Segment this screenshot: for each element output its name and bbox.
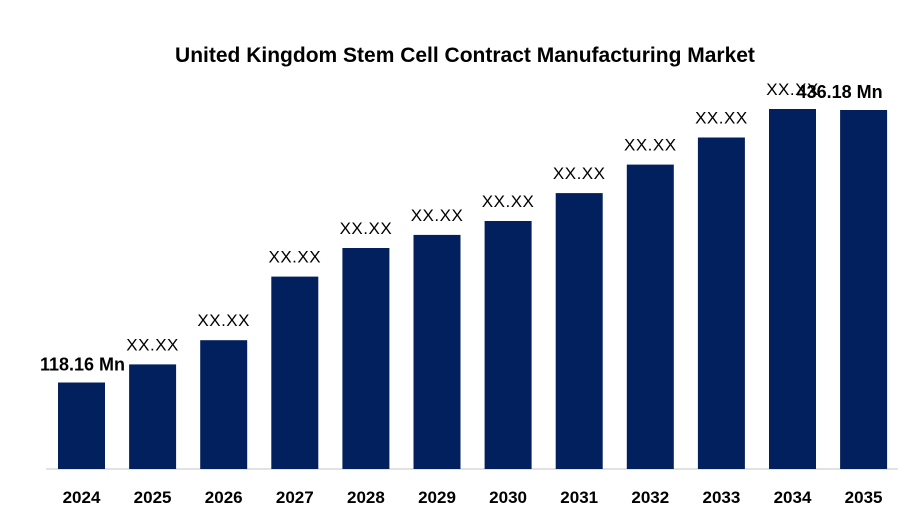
data-label: XX.XX	[126, 335, 179, 354]
bar-2032	[626, 164, 674, 469]
bar-2028	[342, 248, 390, 469]
data-label: XX.XX	[553, 164, 606, 183]
data-label: 118.16 Mn	[40, 355, 125, 375]
bar-2034	[769, 109, 816, 469]
x-tick-label: 2034	[774, 488, 812, 507]
bar-2025	[129, 364, 177, 469]
bar-2030	[484, 221, 532, 469]
bar-2033	[697, 137, 745, 469]
data-label: XX.XX	[411, 206, 464, 225]
data-label: XX.XX	[340, 219, 393, 238]
x-tick-label: 2028	[347, 488, 385, 507]
data-label: XX.XX	[269, 248, 322, 267]
x-tick-label: 2030	[489, 488, 527, 507]
data-label: XX.XX	[695, 109, 748, 128]
bar-2029	[413, 234, 461, 469]
data-label: XX.XX	[197, 311, 250, 330]
x-tick-label: 2031	[560, 488, 598, 507]
bar-2026	[200, 340, 248, 469]
data-label: XX.XX	[766, 80, 819, 99]
bar-2035	[840, 110, 888, 469]
data-label: XX.XX	[624, 136, 677, 155]
bar-2024	[58, 382, 105, 469]
x-tick-label: 2024	[63, 488, 101, 507]
x-tick-label: 2029	[418, 488, 456, 507]
data-label: 436.18 Mn	[797, 82, 883, 102]
bar-2027	[271, 276, 319, 469]
x-tick-label: 2027	[276, 488, 314, 507]
x-tick-label: 2032	[631, 488, 669, 507]
x-tick-label: 2025	[134, 488, 172, 507]
x-tick-label: 2026	[205, 488, 243, 507]
data-label: XX.XX	[482, 192, 535, 211]
bar-2031	[555, 193, 603, 469]
x-tick-label: 2033	[702, 488, 740, 507]
x-tick-label: 2035	[845, 488, 883, 507]
chart-title: United Kingdom Stem Cell Contract Manufa…	[175, 44, 755, 67]
